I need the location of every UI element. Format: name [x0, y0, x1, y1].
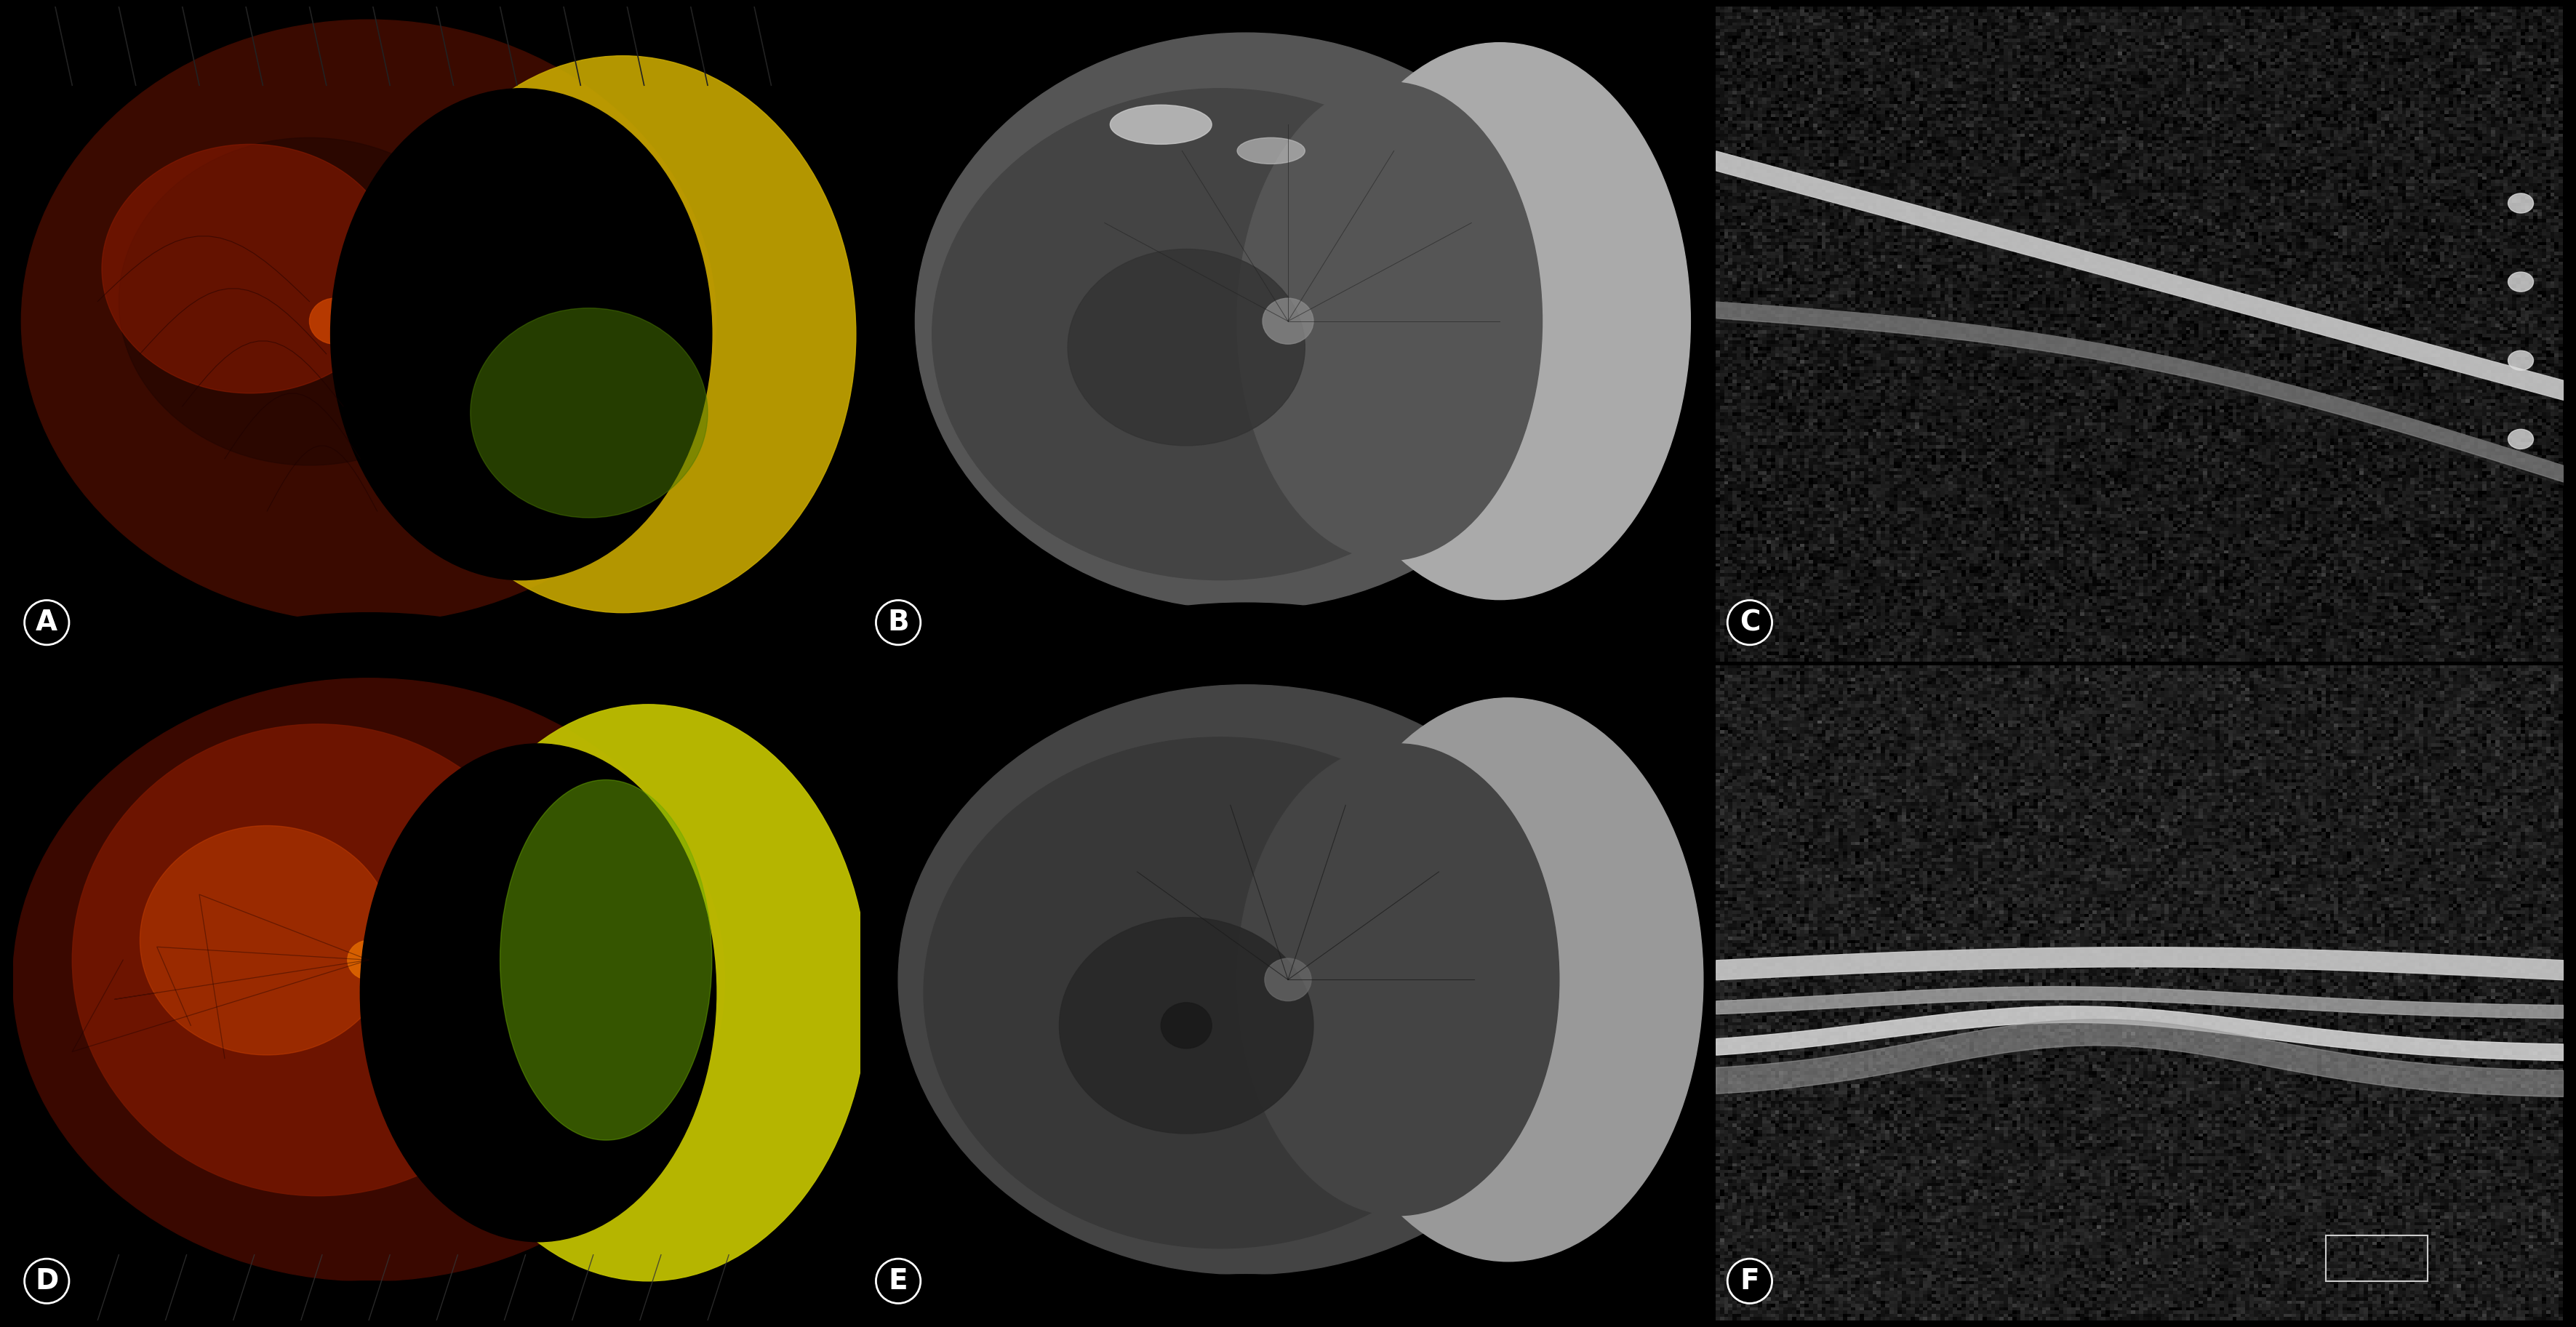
Ellipse shape: [103, 145, 399, 393]
Text: D: D: [36, 1267, 59, 1295]
Ellipse shape: [72, 725, 564, 1196]
Ellipse shape: [21, 20, 716, 622]
Ellipse shape: [1309, 42, 1690, 600]
Ellipse shape: [1236, 743, 1558, 1216]
Ellipse shape: [1314, 698, 1703, 1262]
Ellipse shape: [914, 33, 1577, 609]
Ellipse shape: [1162, 1003, 1211, 1048]
Ellipse shape: [886, 602, 1605, 1048]
Ellipse shape: [361, 743, 716, 1242]
Ellipse shape: [925, 738, 1517, 1249]
Circle shape: [2509, 429, 2532, 449]
Ellipse shape: [13, 678, 724, 1281]
Text: C: C: [1739, 609, 1759, 637]
Ellipse shape: [428, 705, 868, 1281]
Ellipse shape: [1262, 299, 1314, 344]
Bar: [2326, 1235, 2427, 1281]
Ellipse shape: [118, 138, 500, 466]
Ellipse shape: [389, 56, 855, 613]
Ellipse shape: [309, 299, 361, 344]
Circle shape: [2509, 272, 2532, 292]
Ellipse shape: [348, 941, 389, 979]
Ellipse shape: [1066, 249, 1306, 446]
Ellipse shape: [0, 1281, 757, 1327]
Ellipse shape: [873, 1274, 1618, 1327]
Ellipse shape: [1110, 105, 1211, 145]
Ellipse shape: [899, 685, 1592, 1274]
Text: B: B: [889, 609, 909, 637]
Ellipse shape: [500, 780, 711, 1140]
Ellipse shape: [471, 308, 708, 518]
Ellipse shape: [0, 613, 750, 1104]
Ellipse shape: [1265, 958, 1311, 1001]
Ellipse shape: [139, 825, 394, 1055]
Ellipse shape: [330, 89, 711, 580]
Ellipse shape: [933, 89, 1510, 580]
Text: F: F: [1739, 1267, 1759, 1295]
Ellipse shape: [1236, 82, 1543, 560]
Text: A: A: [36, 609, 57, 637]
Ellipse shape: [1236, 138, 1306, 165]
Ellipse shape: [1059, 917, 1314, 1133]
Circle shape: [2509, 194, 2532, 214]
Text: E: E: [889, 1267, 907, 1295]
Circle shape: [2509, 350, 2532, 370]
